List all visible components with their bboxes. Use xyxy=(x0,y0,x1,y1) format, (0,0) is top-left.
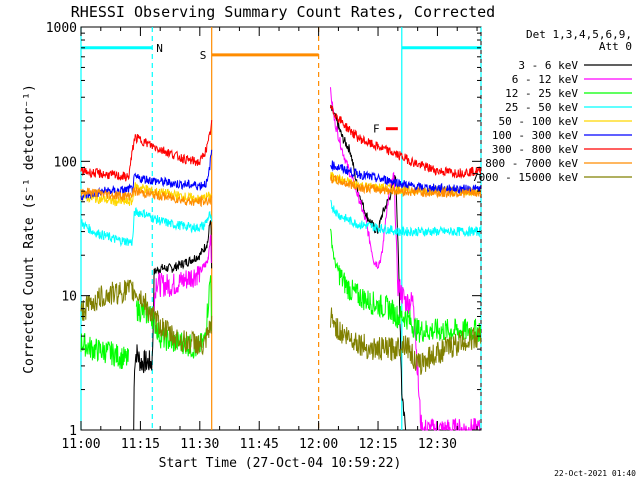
legend-label-7: 800 - 7000 keV xyxy=(485,157,578,170)
legend-label-4: 50 - 100 keV xyxy=(499,115,579,128)
series-line-6-1 xyxy=(330,105,482,180)
x-tick-label-0: 11:00 xyxy=(61,437,100,452)
x-axis-label: Start Time (27-Oct-04 10:59:22) xyxy=(159,456,402,471)
series-line-3-0 xyxy=(80,207,213,248)
series-line-2-2 xyxy=(330,228,482,343)
y-tick-label-3: 1000 xyxy=(46,21,77,36)
x-tick-label-1: 11:15 xyxy=(121,437,160,452)
series-line-5-0 xyxy=(80,149,213,201)
series-line-0-0 xyxy=(133,220,213,431)
series-line-6-0 xyxy=(80,120,213,182)
series-line-1-1 xyxy=(330,87,482,432)
legend-label-2: 12 - 25 keV xyxy=(505,87,578,100)
flag-label-f: F xyxy=(373,123,380,136)
flag-label-s: S xyxy=(200,49,207,62)
series-lines xyxy=(80,87,482,432)
footer-date: 22-Oct-2021 01:40 xyxy=(554,469,636,478)
x-tick-label-6: 12:30 xyxy=(418,437,457,452)
series-line-8-1 xyxy=(330,307,482,375)
flag-bars: N S F xyxy=(81,42,481,136)
y-tick-label-1: 10 xyxy=(61,290,77,305)
legend-label-5: 100 - 300 keV xyxy=(492,129,578,142)
series-line-4-0 xyxy=(80,182,213,207)
legend-header-line-1: Det 1,3,4,5,6,9, xyxy=(526,28,632,41)
series-line-1-0 xyxy=(153,234,212,314)
flag-label-n: N xyxy=(156,42,163,55)
x-tick-label-5: 12:15 xyxy=(358,437,397,452)
series-line-8-0 xyxy=(80,279,213,356)
y-axis: 1 10 100 1000 xyxy=(46,21,481,439)
legend-label-8: 7000 - 15000 keV xyxy=(472,171,578,184)
legend-label-6: 300 - 800 keV xyxy=(492,143,578,156)
x-axis: 11:00 11:15 11:30 11:45 12:00 12:15 12:30 xyxy=(61,27,478,452)
series-line-0-1 xyxy=(330,104,407,431)
x-tick-label-2: 11:30 xyxy=(180,437,219,452)
chart-title: RHESSI Observing Summary Count Rates, Co… xyxy=(71,3,495,21)
x-tick-label-3: 11:45 xyxy=(240,437,279,452)
y-axis-label: Corrected Count Rate (s⁻¹ detector⁻¹) xyxy=(22,84,37,374)
legend-header-line-2: Att 0 xyxy=(599,40,632,53)
legend-label-0: 3 - 6 keV xyxy=(518,59,578,72)
series-line-7-1 xyxy=(330,174,482,199)
legend-label-3: 25 - 50 keV xyxy=(505,101,578,114)
series-line-3-1 xyxy=(330,199,482,238)
y-tick-label-2: 100 xyxy=(54,155,77,170)
series-line-5-1 xyxy=(330,160,482,195)
x-tick-label-4: 12:00 xyxy=(299,437,338,452)
series-line-7-0 xyxy=(80,186,213,208)
legend-label-1: 6 - 12 keV xyxy=(512,73,579,86)
y-tick-label-0: 1 xyxy=(69,424,77,439)
series-line-2-0 xyxy=(80,333,129,370)
